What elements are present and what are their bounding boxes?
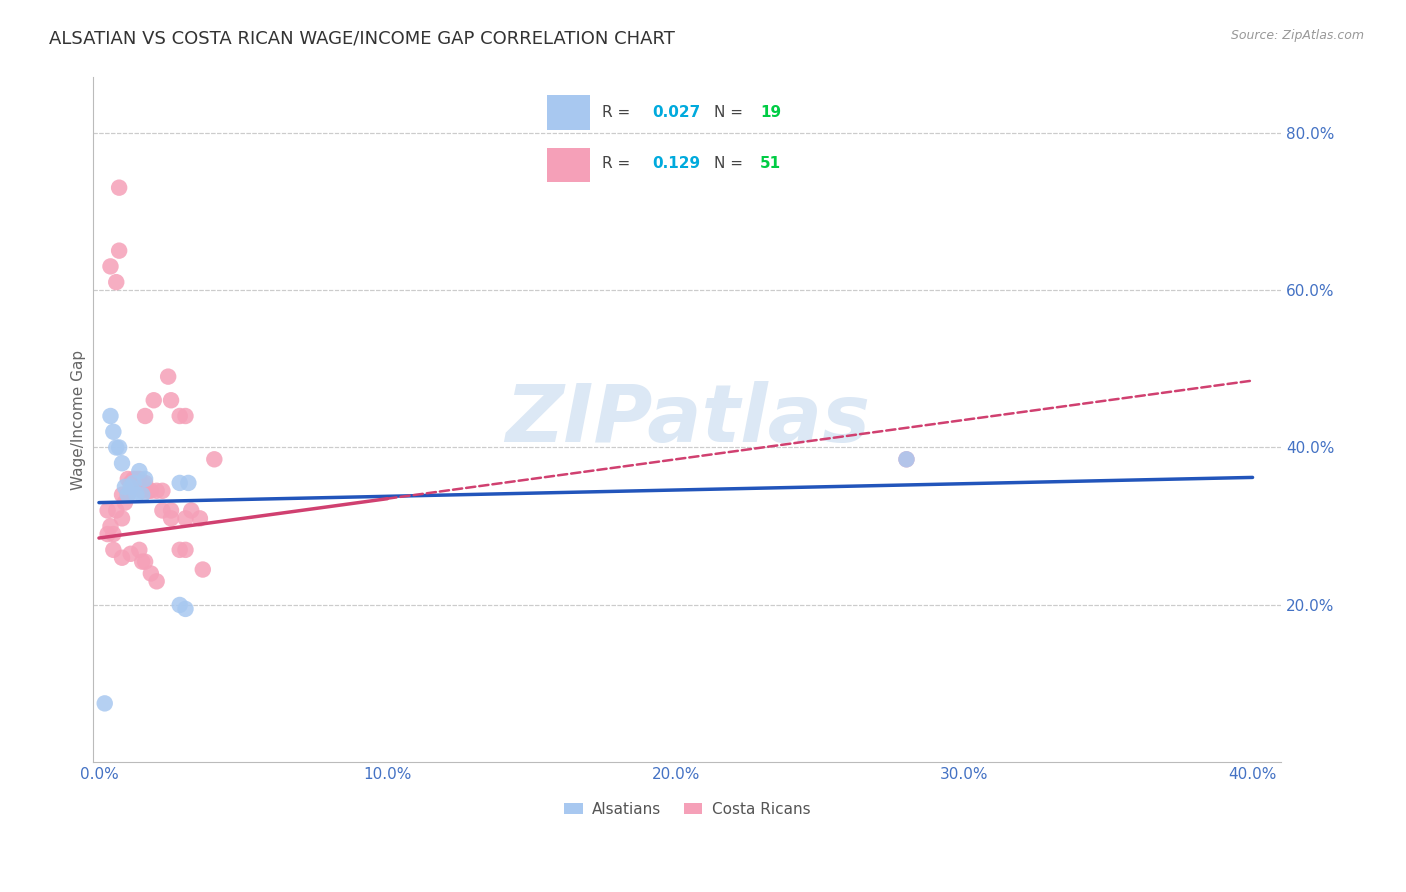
Point <box>131 483 153 498</box>
Point <box>111 488 134 502</box>
Point <box>117 488 139 502</box>
Point <box>136 483 159 498</box>
FancyBboxPatch shape <box>547 147 591 182</box>
Point <box>108 244 131 258</box>
Point <box>169 542 191 557</box>
Point <box>896 452 918 467</box>
Y-axis label: Wage/Income Gap: Wage/Income Gap <box>72 350 86 490</box>
Point <box>125 472 148 486</box>
Text: R =: R = <box>602 156 636 171</box>
Point <box>174 409 197 423</box>
Point <box>111 456 134 470</box>
Point <box>202 452 225 467</box>
FancyBboxPatch shape <box>547 95 591 130</box>
Point <box>160 503 183 517</box>
Text: N =: N = <box>714 105 748 120</box>
Text: 19: 19 <box>761 105 782 120</box>
Point <box>105 441 128 455</box>
Point <box>114 495 136 509</box>
Text: 0.129: 0.129 <box>652 156 700 171</box>
Text: ZIPatlas: ZIPatlas <box>505 381 870 459</box>
Point <box>152 483 174 498</box>
Point <box>120 475 142 490</box>
Point <box>169 598 191 612</box>
Point <box>125 475 148 490</box>
Point <box>157 369 180 384</box>
Point <box>117 472 139 486</box>
Point <box>134 555 156 569</box>
Point <box>100 519 122 533</box>
Point <box>128 472 150 486</box>
Point <box>131 555 153 569</box>
Point <box>160 393 183 408</box>
Point <box>111 511 134 525</box>
Point <box>93 697 115 711</box>
Point <box>97 527 120 541</box>
Text: 0.027: 0.027 <box>652 105 700 120</box>
Point <box>131 475 153 490</box>
Point <box>122 475 145 490</box>
Text: Source: ZipAtlas.com: Source: ZipAtlas.com <box>1230 29 1364 43</box>
Point <box>160 511 183 525</box>
Point <box>145 483 167 498</box>
Point <box>896 452 918 467</box>
Point <box>174 511 197 525</box>
Point <box>103 425 125 439</box>
Point <box>108 441 131 455</box>
Point <box>169 409 191 423</box>
Point <box>169 475 191 490</box>
Point <box>145 574 167 589</box>
Point <box>97 503 120 517</box>
Text: 51: 51 <box>761 156 782 171</box>
Point <box>128 464 150 478</box>
Point <box>103 542 125 557</box>
Point <box>128 542 150 557</box>
Point <box>120 547 142 561</box>
Legend: Alsatians, Costa Ricans: Alsatians, Costa Ricans <box>558 796 817 823</box>
Point <box>177 475 200 490</box>
Point <box>108 180 131 194</box>
Point <box>174 602 197 616</box>
Point <box>134 475 156 490</box>
Point <box>131 488 153 502</box>
Point <box>139 483 162 498</box>
Point <box>100 409 122 423</box>
Point <box>105 503 128 517</box>
Point <box>100 260 122 274</box>
Point <box>191 562 214 576</box>
Point <box>103 527 125 541</box>
Text: R =: R = <box>602 105 636 120</box>
Point <box>139 566 162 581</box>
Point <box>180 503 202 517</box>
Text: N =: N = <box>714 156 748 171</box>
Point <box>134 472 156 486</box>
Point <box>111 550 134 565</box>
Point <box>122 472 145 486</box>
Point <box>114 480 136 494</box>
Point <box>117 488 139 502</box>
Point <box>105 275 128 289</box>
Point <box>134 409 156 423</box>
Point <box>142 393 165 408</box>
Point <box>152 503 174 517</box>
Point <box>188 511 211 525</box>
Text: ALSATIAN VS COSTA RICAN WAGE/INCOME GAP CORRELATION CHART: ALSATIAN VS COSTA RICAN WAGE/INCOME GAP … <box>49 29 675 47</box>
Point <box>120 480 142 494</box>
Point <box>125 488 148 502</box>
Point <box>174 542 197 557</box>
